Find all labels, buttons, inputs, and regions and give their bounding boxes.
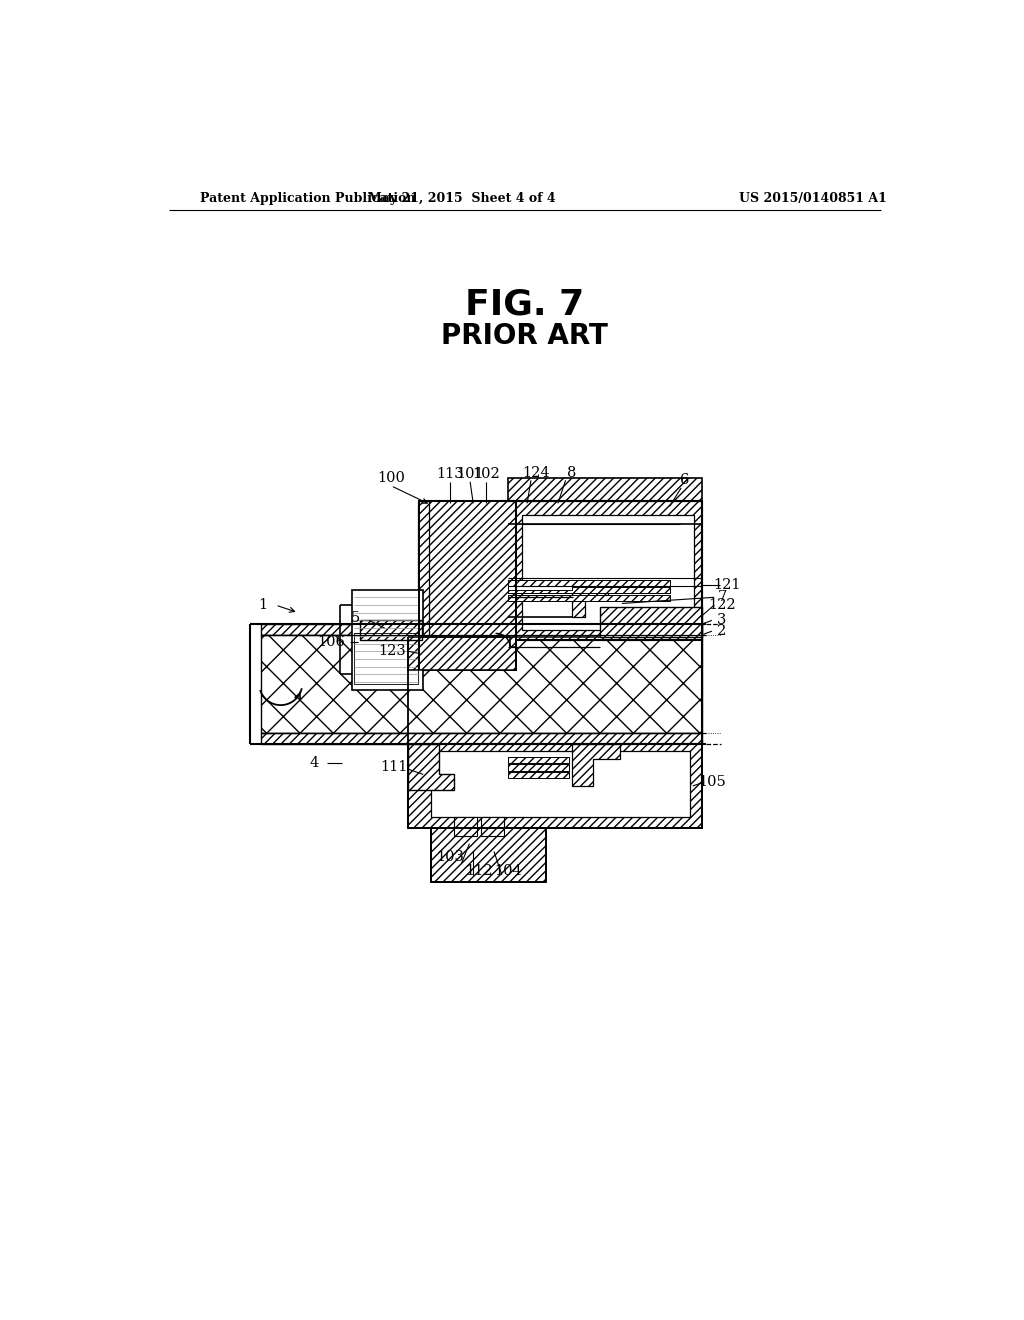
Text: 123: 123 bbox=[379, 644, 407, 659]
Bar bbox=[351, 590, 423, 689]
Bar bbox=[261, 624, 701, 635]
Text: 124: 124 bbox=[522, 466, 550, 479]
Text: 3: 3 bbox=[717, 614, 727, 627]
Bar bbox=[508, 502, 701, 640]
Text: PRIOR ART: PRIOR ART bbox=[441, 322, 608, 350]
Text: 4: 4 bbox=[309, 756, 318, 770]
Bar bbox=[508, 586, 571, 590]
Text: 105: 105 bbox=[698, 775, 726, 789]
Bar bbox=[419, 502, 515, 671]
Bar bbox=[354, 634, 418, 684]
Text: 103: 103 bbox=[436, 850, 464, 863]
Polygon shape bbox=[408, 743, 454, 789]
Bar bbox=[508, 478, 701, 502]
Text: 100: 100 bbox=[377, 471, 404, 484]
Text: 101: 101 bbox=[457, 467, 484, 480]
Text: 122: 122 bbox=[709, 598, 735, 612]
Text: FIG. 7: FIG. 7 bbox=[465, 288, 585, 322]
Text: 7: 7 bbox=[717, 590, 727, 605]
Text: May 21, 2015  Sheet 4 of 4: May 21, 2015 Sheet 4 of 4 bbox=[368, 191, 555, 205]
Bar bbox=[508, 587, 670, 594]
Text: 121: 121 bbox=[714, 578, 741, 591]
Bar bbox=[508, 756, 569, 763]
Text: 8: 8 bbox=[567, 466, 577, 479]
Text: 1: 1 bbox=[258, 598, 267, 612]
Bar bbox=[431, 751, 690, 817]
Bar bbox=[454, 817, 477, 836]
Text: 5: 5 bbox=[351, 611, 360, 626]
Text: US 2015/0140851 A1: US 2015/0140851 A1 bbox=[739, 191, 887, 205]
Bar bbox=[600, 607, 701, 638]
Bar bbox=[508, 595, 670, 601]
Polygon shape bbox=[408, 638, 515, 671]
Polygon shape bbox=[571, 743, 620, 785]
Bar bbox=[508, 764, 569, 771]
Polygon shape bbox=[571, 590, 608, 616]
Bar bbox=[481, 817, 504, 836]
Bar bbox=[508, 579, 670, 586]
Text: 104: 104 bbox=[494, 863, 522, 878]
Text: 106: 106 bbox=[316, 635, 345, 649]
Text: 111: 111 bbox=[380, 760, 408, 774]
Text: 102: 102 bbox=[472, 467, 500, 480]
Bar bbox=[508, 772, 569, 779]
Bar bbox=[261, 635, 701, 733]
Bar bbox=[418, 502, 429, 671]
Bar bbox=[261, 733, 701, 743]
Bar bbox=[360, 620, 422, 640]
Bar bbox=[431, 829, 547, 882]
Text: 6: 6 bbox=[680, 474, 689, 487]
Text: 113: 113 bbox=[436, 467, 464, 480]
Bar bbox=[408, 743, 701, 829]
Text: 2: 2 bbox=[717, 624, 727, 638]
Text: 112: 112 bbox=[466, 863, 494, 878]
Text: Patent Application Publication: Patent Application Publication bbox=[200, 191, 416, 205]
Bar bbox=[521, 515, 694, 631]
